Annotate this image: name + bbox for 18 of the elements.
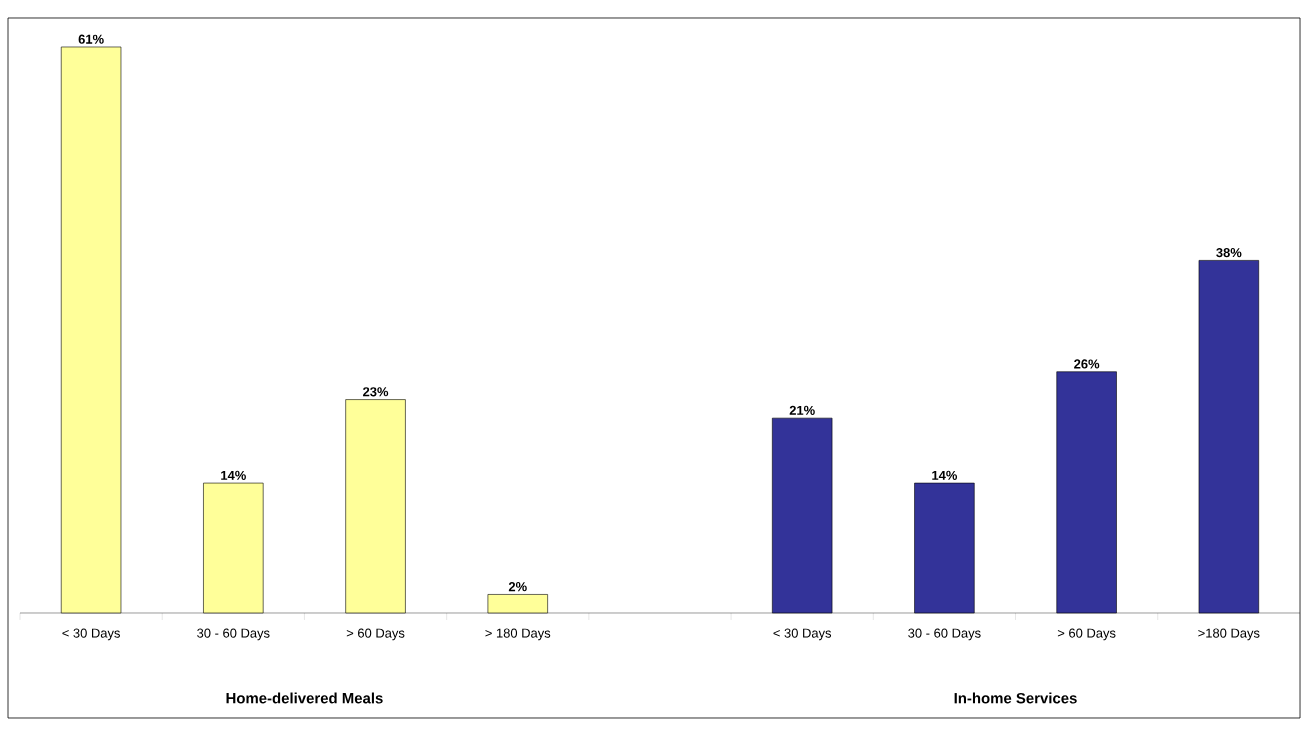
data-label: 23% bbox=[363, 387, 389, 397]
data-label: 38% bbox=[1216, 248, 1242, 258]
x-tick-label: > 180 Days bbox=[485, 628, 551, 641]
data-label: 14% bbox=[932, 470, 958, 480]
data-label: 61% bbox=[78, 34, 104, 44]
text: Home-delivered Meals bbox=[226, 692, 383, 704]
data-label: 2% bbox=[508, 582, 527, 592]
x-tick-label: 30 - 60 Days bbox=[197, 628, 270, 641]
text: In-home Services bbox=[954, 692, 1077, 704]
x-tick-label: > 60 Days bbox=[1057, 628, 1116, 641]
x-tick-label: < 30 Days bbox=[62, 628, 120, 641]
x-tick-label: 30 - 60 Days bbox=[908, 628, 981, 641]
data-label: 14% bbox=[221, 470, 246, 480]
x-tick-label: < 30 Days bbox=[773, 628, 832, 641]
x-tick-label: >180 Days bbox=[1198, 628, 1260, 641]
data-label: 26% bbox=[1074, 359, 1100, 369]
x-tick-label: > 60 Days bbox=[346, 628, 405, 641]
data-label: 21% bbox=[789, 405, 815, 415]
